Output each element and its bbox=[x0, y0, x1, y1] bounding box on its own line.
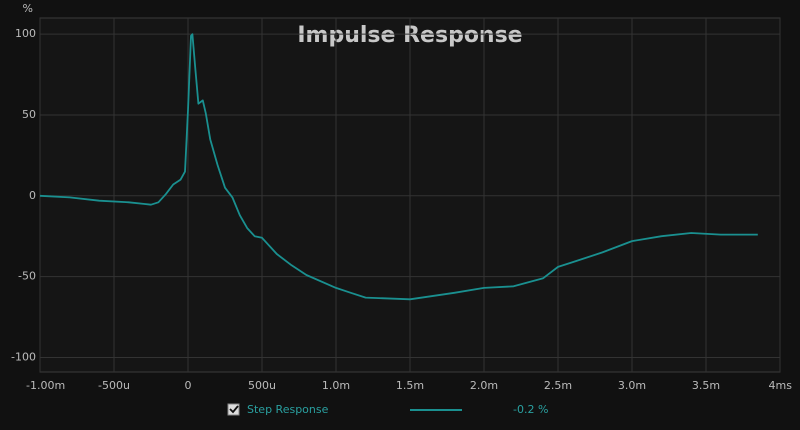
x-tick-label: 500u bbox=[248, 379, 276, 392]
x-tick-label: 1.5m bbox=[396, 379, 424, 392]
x-tick-label: -500u bbox=[98, 379, 130, 392]
data-line bbox=[39, 33, 758, 301]
y-tick-label: 50 bbox=[22, 108, 36, 121]
x-tick-label: 3.5m bbox=[692, 379, 720, 392]
legend-value: -0.2 % bbox=[513, 403, 548, 416]
y-tick-label: 100 bbox=[15, 27, 36, 40]
x-tick-label: 2.0m bbox=[470, 379, 498, 392]
x-tick-label: 4ms bbox=[769, 379, 793, 392]
y-tick-label: 0 bbox=[29, 189, 36, 202]
legend-label: Step Response bbox=[247, 403, 329, 416]
x-tick-label: 3.0m bbox=[618, 379, 646, 392]
y-tick-label: -50 bbox=[18, 270, 36, 283]
x-tick-label: 0 bbox=[185, 379, 192, 392]
y-axis-label: % bbox=[23, 2, 33, 15]
x-tick-label: 2.5m bbox=[544, 379, 572, 392]
x-tick-label: 1.0m bbox=[322, 379, 350, 392]
x-tick-label: -1.00m bbox=[26, 379, 65, 392]
checkmark bbox=[229, 405, 239, 414]
legend-checkbox[interactable] bbox=[227, 403, 240, 416]
y-tick-label: -100 bbox=[11, 350, 36, 363]
